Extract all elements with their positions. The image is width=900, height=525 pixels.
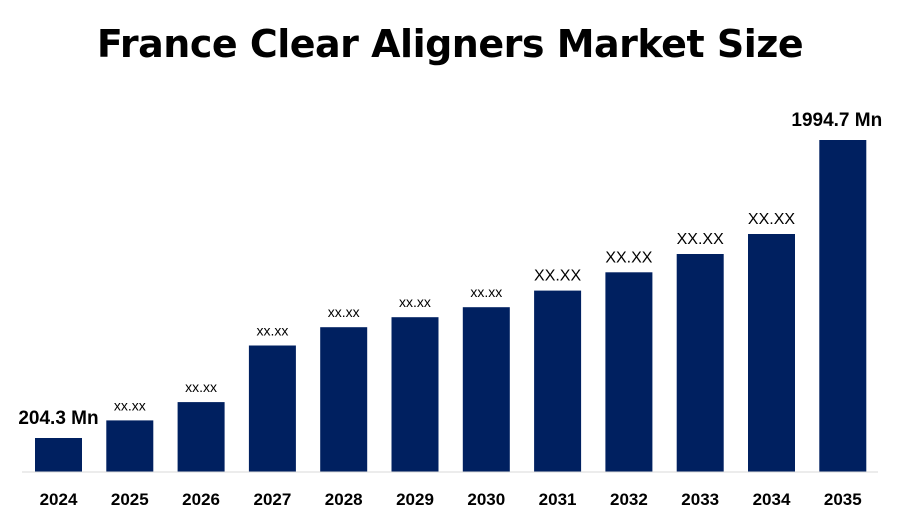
- data-label-2029: xx.xx: [399, 294, 431, 310]
- data-label-2031: XX.XX: [534, 268, 581, 285]
- bar-2033: [676, 254, 724, 472]
- x-tick-label-2031: 2031: [539, 490, 577, 509]
- data-label-2024: 204.3 Mn: [18, 408, 98, 429]
- bar-2029: [391, 317, 439, 472]
- labels-layer: 204.3 Mn xx.xx xx.xx xx.xx xx.xx xx.xx xx.xx XX…: [18, 110, 882, 429]
- bar-2031: [534, 290, 582, 472]
- data-label-2027: xx.xx: [256, 323, 288, 339]
- bar-2032: [605, 272, 653, 472]
- x-tick-label-2030: 2030: [467, 490, 505, 509]
- bar-2026: [177, 402, 225, 472]
- x-tick-label-2035: 2035: [824, 490, 862, 509]
- data-label-2033: XX.XX: [677, 231, 724, 248]
- x-tick-label-2029: 2029: [396, 490, 434, 509]
- x-tick-label-2034: 2034: [753, 490, 791, 509]
- data-label-2032: XX.XX: [605, 249, 652, 266]
- x-tick-label-2027: 2027: [253, 490, 291, 509]
- bar-2030: [462, 307, 510, 472]
- data-label-2025: xx.xx: [114, 397, 146, 413]
- bar-2034: [748, 234, 795, 472]
- bar-2024: [35, 438, 82, 472]
- data-label-2026: xx.xx: [185, 379, 217, 395]
- bar-2035: [819, 140, 867, 472]
- x-tick-label-2025: 2025: [111, 490, 149, 509]
- x-tick-label-2028: 2028: [325, 490, 363, 509]
- bar-2025: [106, 420, 154, 472]
- x-tick-labels: 2024 2025 2026 2027 2028 2029 2030 2031 2032 2033…: [40, 490, 862, 509]
- bar-2028: [320, 327, 368, 472]
- data-label-2034: XX.XX: [748, 211, 795, 228]
- bar-2027: [248, 345, 296, 472]
- x-tick-label-2033: 2033: [681, 490, 719, 509]
- x-tick-label-2026: 2026: [182, 490, 220, 509]
- chart-title: France Clear Aligners Market Size: [96, 22, 804, 66]
- x-tick-label-2032: 2032: [610, 490, 648, 509]
- bars-layer: [35, 140, 867, 472]
- x-tick-label-2024: 2024: [40, 490, 78, 509]
- data-label-2030: xx.xx: [470, 284, 502, 300]
- data-label-2028: xx.xx: [328, 304, 360, 320]
- data-label-2035: 1994.7 Mn: [791, 110, 882, 131]
